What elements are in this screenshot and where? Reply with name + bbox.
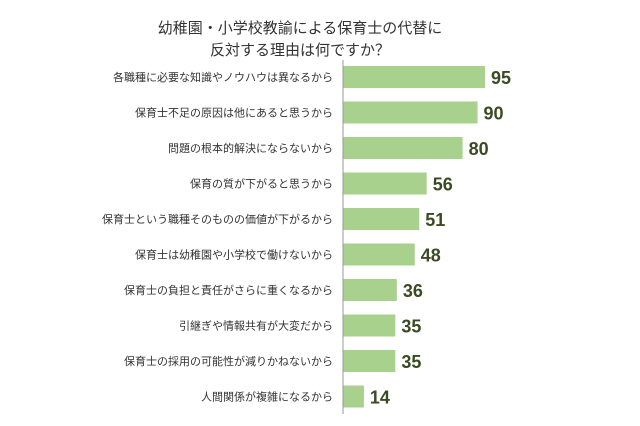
chart-title-line-2: 反対する理由は何ですか？ <box>209 41 390 59</box>
category-label: 問題の根本的解決にならないから <box>168 141 333 155</box>
category-label: 保育士という職種そのものの価値が下がるから <box>102 212 333 226</box>
category-label: 保育士の負担と責任がさらに重くなるから <box>124 283 333 297</box>
data-label: 56 <box>433 175 453 195</box>
data-label: 35 <box>401 352 421 372</box>
bar <box>343 208 420 230</box>
category-label: 各職種に必要な知識やノウハウは異なるから <box>113 70 333 84</box>
category-label: 保育の質が下がると思うから <box>190 177 333 191</box>
category-label: 保育士は幼稚園や小学校で働けないから <box>135 248 333 262</box>
data-label: 80 <box>469 139 489 159</box>
data-label: 36 <box>403 281 423 301</box>
category-label: 引継ぎや情報共有が大変だから <box>179 319 333 333</box>
data-label: 14 <box>370 388 390 408</box>
category-label: 保育士の採用の可能性が減りかねないから <box>124 354 333 368</box>
category-label: 保育士不足の原因は他にあると思うから <box>135 106 333 120</box>
bar <box>343 101 478 124</box>
bar <box>343 66 486 88</box>
chart-title-line-1: 幼稚園・小学校教諭による保育士の代替に <box>157 19 443 37</box>
category-label: 人間関係が複雑になるから <box>201 390 333 404</box>
bar <box>343 385 364 408</box>
bar <box>343 243 415 266</box>
bar <box>343 314 396 337</box>
data-label: 90 <box>484 104 504 124</box>
data-label: 51 <box>425 210 445 230</box>
data-label: 35 <box>401 317 421 337</box>
data-label: 48 <box>421 246 441 266</box>
data-label: 95 <box>491 68 511 88</box>
bar <box>343 172 427 195</box>
bar <box>343 137 463 159</box>
bar <box>343 279 397 301</box>
bar <box>343 350 396 372</box>
